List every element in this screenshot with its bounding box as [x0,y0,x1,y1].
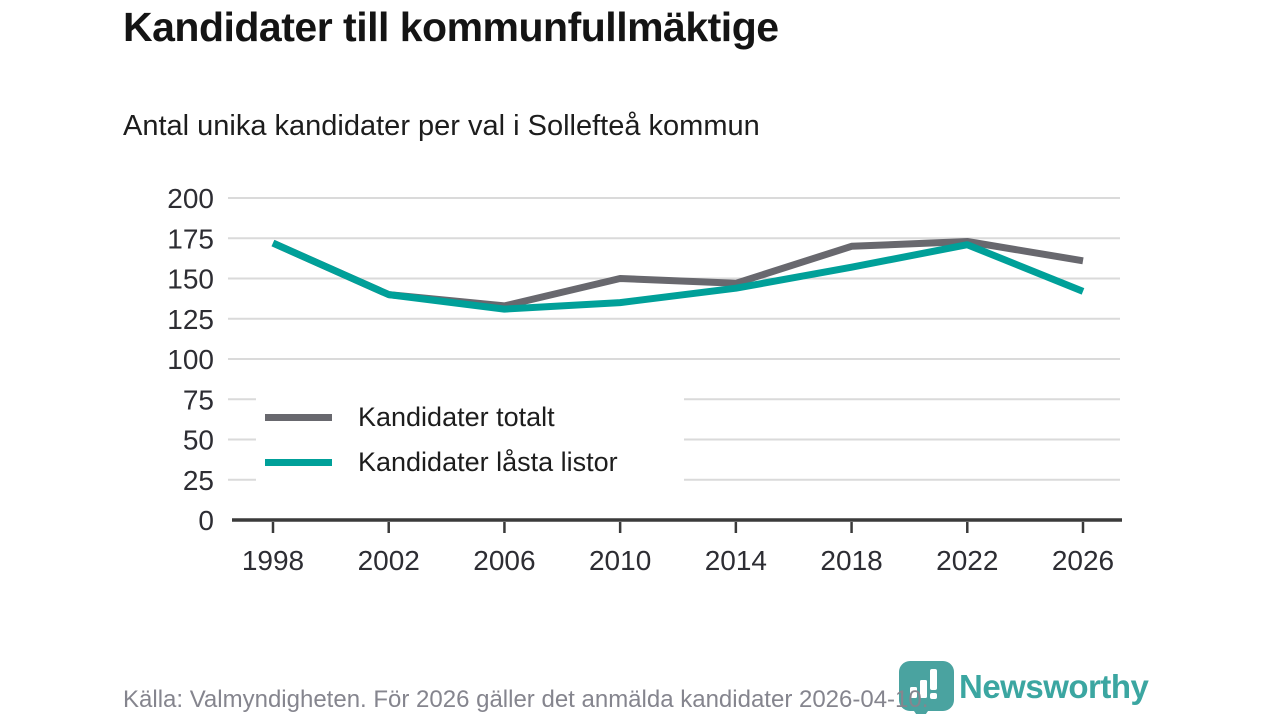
legend: Kandidater totalt Kandidater låsta listo… [256,389,684,491]
chart-subtitle: Antal unika kandidater per val i Solleft… [123,110,760,142]
x-tick-label-2026: 2026 [1052,545,1114,576]
y-tick-label-150: 150 [167,264,214,295]
y-tick-label-125: 125 [167,304,214,335]
legend-label-totalt: Kandidater totalt [358,402,555,433]
x-tick-label-2006: 2006 [473,545,535,576]
newsworthy-logo-icon [899,661,954,714]
x-tick-label-2014: 2014 [705,545,767,576]
legend-item-totalt: Kandidater totalt [256,402,684,433]
newsworthy-wordmark: Newsworthy [959,668,1149,705]
x-tick-label-2002: 2002 [358,545,420,576]
y-tick-label-200: 200 [167,183,214,214]
newsworthy-logo: Newsworthy [898,660,1149,714]
x-tick-label-2018: 2018 [820,545,882,576]
x-tick-label-2022: 2022 [936,545,998,576]
logo-exclamation-dot [930,693,937,699]
legend-swatch-totalt [265,414,332,422]
logo-bar-2 [920,680,927,698]
legend-swatch-lasta-listor [265,458,332,466]
y-tick-label-25: 25 [183,465,214,496]
y-tick-label-100: 100 [167,344,214,375]
x-tick-label-1998: 1998 [242,545,304,576]
y-tick-label-50: 50 [183,425,214,456]
source-attribution: Källa: Valmyndigheten. För 2026 gäller d… [123,686,929,713]
x-tick-label-2010: 2010 [589,545,651,576]
chart-title: Kandidater till kommunfullmäktige [123,4,779,50]
y-tick-label-0: 0 [198,505,214,536]
logo-exclamation-bar [930,669,937,690]
y-tick-label-75: 75 [183,384,214,415]
legend-item-lasta-listor: Kandidater låsta listor [256,447,684,478]
logo-bar-1 [910,687,917,698]
y-tick-label-175: 175 [167,223,214,254]
series-line-1 [271,239,1085,313]
legend-label-lasta-listor: Kandidater låsta listor [358,446,618,477]
